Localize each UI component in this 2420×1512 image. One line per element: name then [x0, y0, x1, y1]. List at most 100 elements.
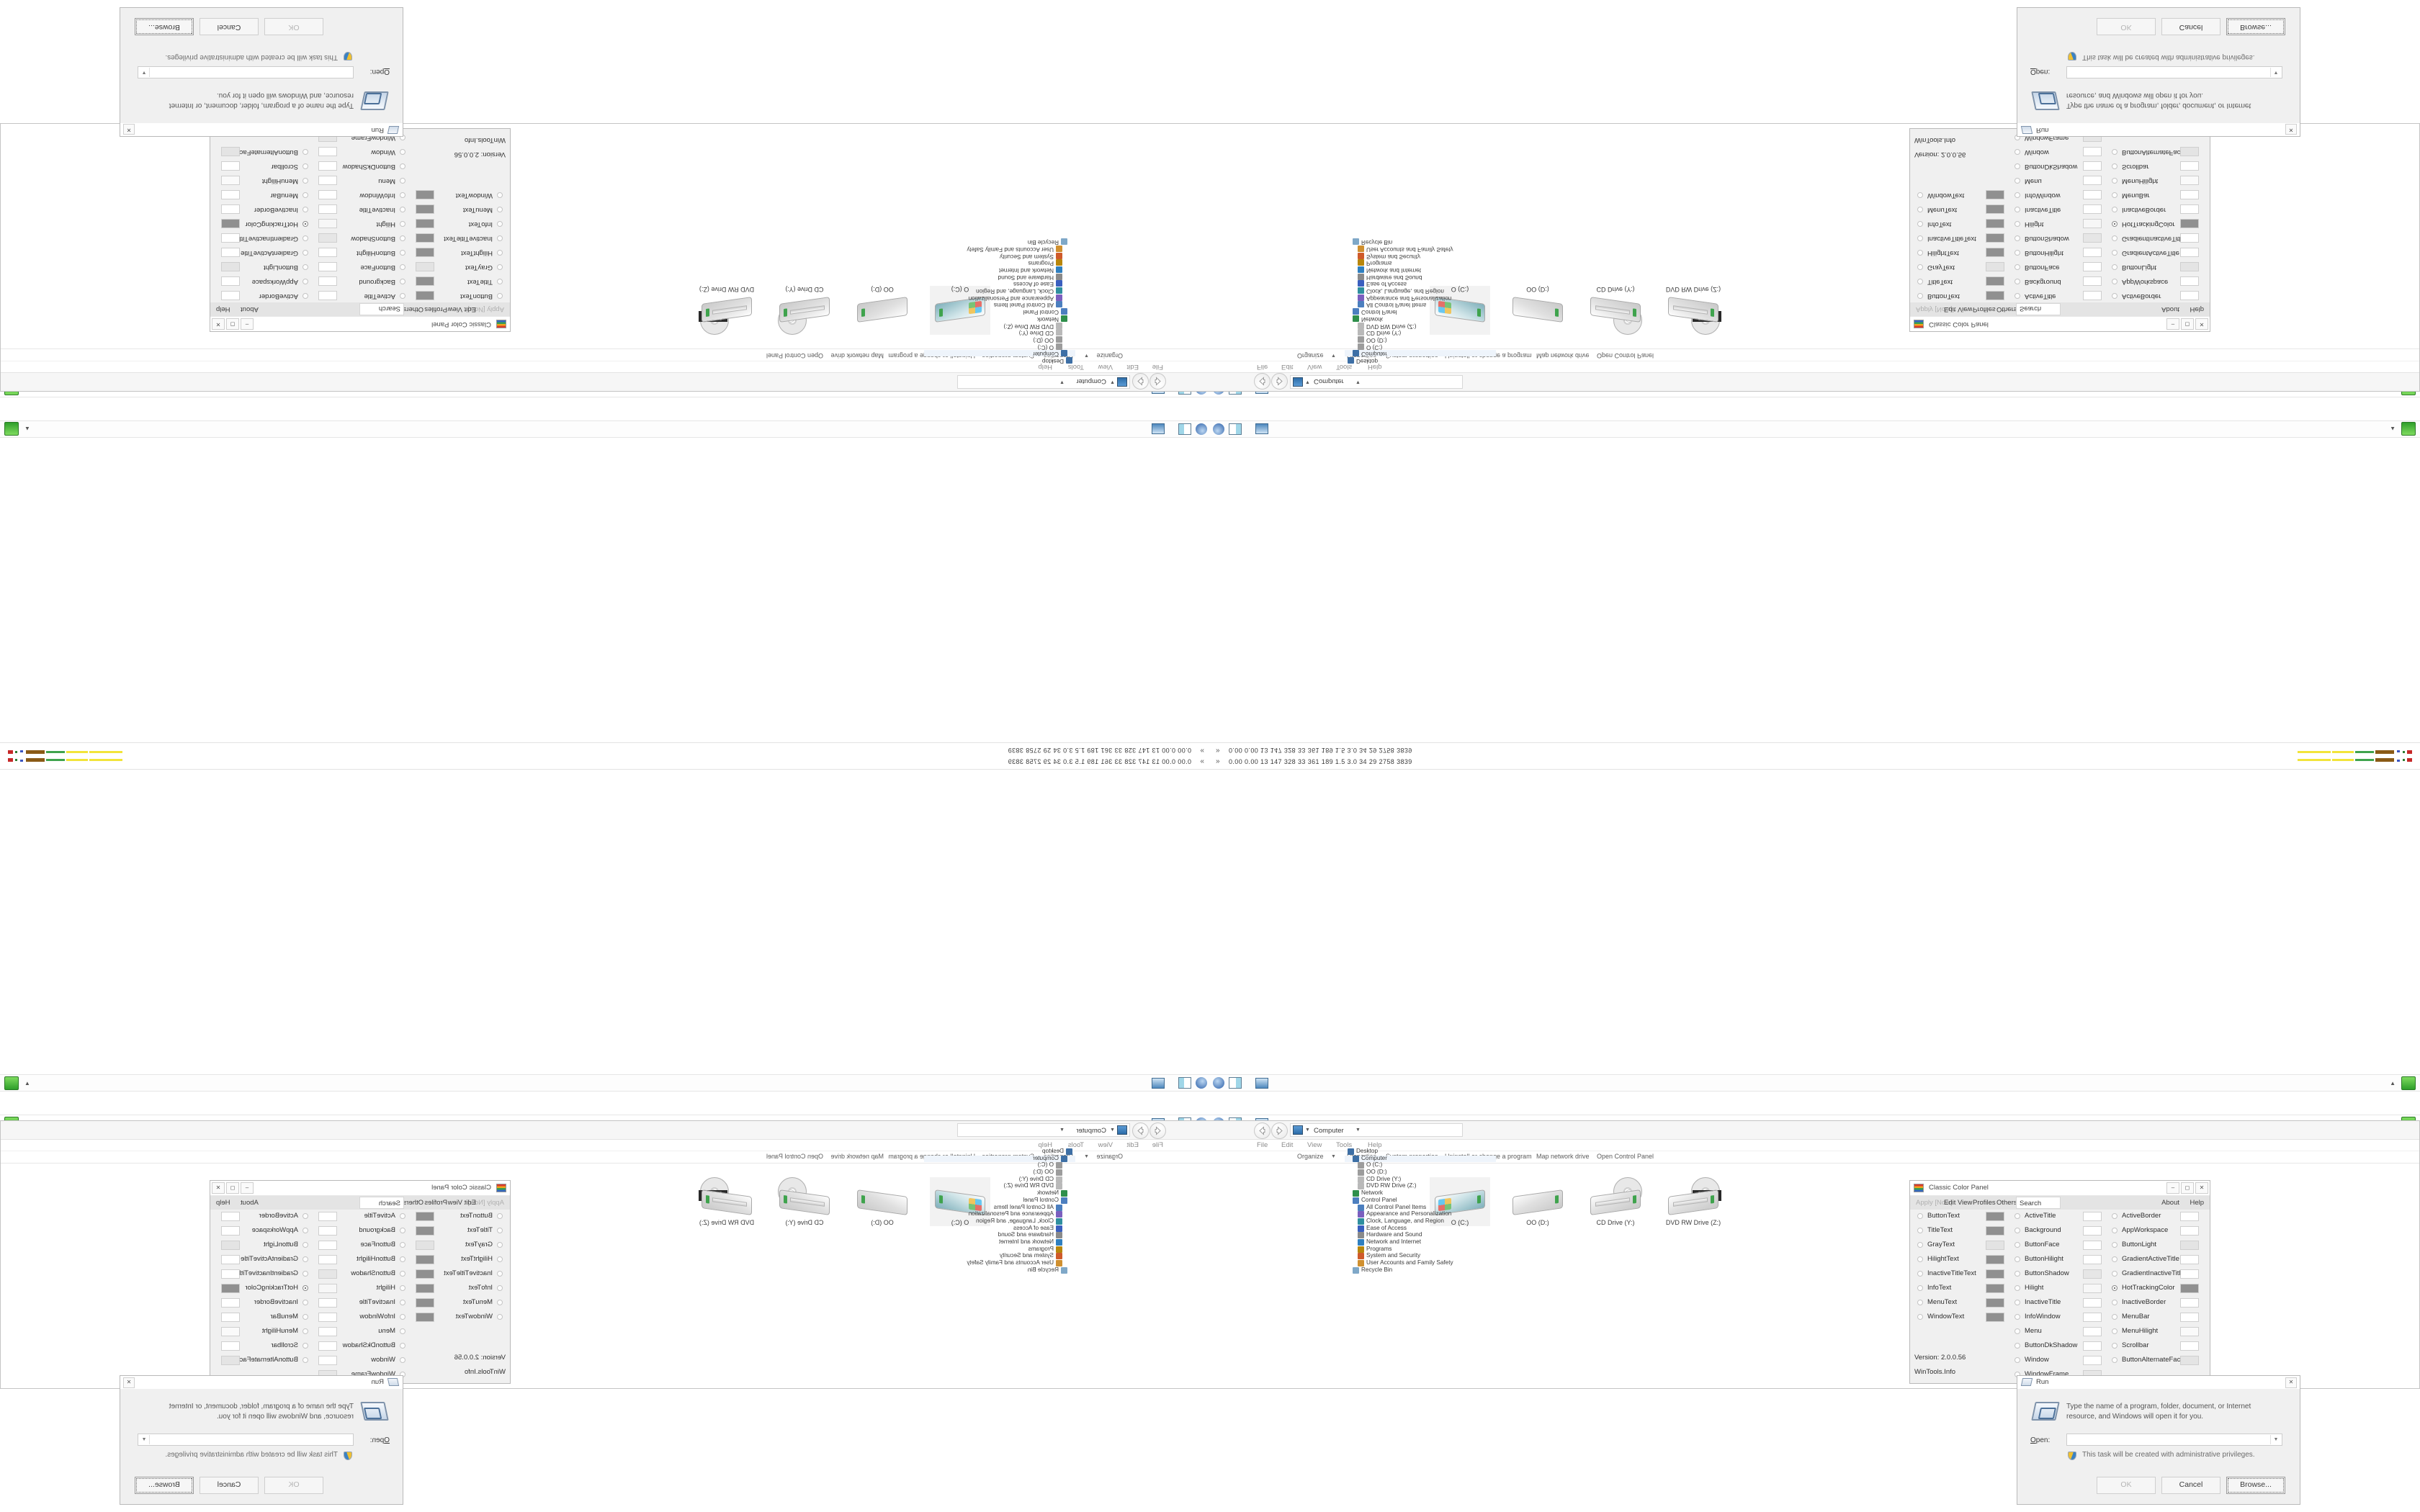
color-row[interactable]: Window [310, 144, 410, 158]
color-radio[interactable] [302, 1357, 308, 1363]
color-swatch[interactable] [318, 1269, 337, 1279]
color-swatch[interactable] [416, 262, 434, 271]
ok-button[interactable]: OK [264, 1477, 323, 1494]
color-radio[interactable] [497, 1242, 503, 1248]
color-row[interactable]: ButtonAlternateFace [2107, 1354, 2208, 1368]
sync-green-icon[interactable] [2401, 422, 2416, 436]
color-swatch[interactable] [2180, 1212, 2199, 1221]
ccp-menu-bar[interactable]: Apply [Now] Edit View Profiles Others Se… [1910, 1196, 2210, 1210]
color-row[interactable]: Hilight [2010, 1282, 2110, 1296]
color-swatch[interactable] [221, 1241, 240, 1250]
color-radio[interactable] [497, 1228, 503, 1233]
address-bar[interactable]: ▼ Computer ▼ [1290, 375, 1463, 389]
show-hidden-icons-chevron[interactable] [1246, 1076, 1255, 1090]
color-swatch[interactable] [318, 161, 337, 171]
color-radio[interactable] [2112, 279, 2118, 284]
color-radio[interactable] [2112, 1285, 2118, 1291]
color-radio[interactable] [400, 293, 405, 299]
color-radio[interactable] [400, 192, 405, 198]
color-radio[interactable] [497, 221, 503, 227]
color-radio[interactable] [400, 178, 405, 184]
color-swatch[interactable] [416, 233, 434, 243]
browse-button[interactable]: Browse... [2226, 18, 2285, 35]
menu-apply-now[interactable]: Apply [Now] [1916, 1199, 1953, 1207]
color-swatch[interactable] [2083, 1327, 2102, 1336]
color-radio[interactable] [1917, 264, 1923, 270]
close-icon[interactable]: ✕ [2285, 1377, 2297, 1388]
tree-item[interactable]: DVD RW Drive (Z:) [1345, 1182, 1496, 1190]
color-radio[interactable] [1917, 1213, 1923, 1219]
color-swatch[interactable] [1986, 262, 2004, 271]
color-row[interactable]: ButtonHilight [310, 245, 410, 259]
color-radio[interactable] [1917, 235, 1923, 241]
color-row[interactable]: ActiveTitle [2010, 288, 2110, 302]
toolbar-open-control-panel[interactable]: Open Control Panel [766, 1153, 823, 1160]
color-radio[interactable] [497, 1300, 503, 1305]
color-swatch[interactable] [1986, 276, 2004, 286]
menu-file[interactable]: File [1152, 1141, 1163, 1149]
toolbar-map-network-drive[interactable]: Map network drive [1536, 352, 1590, 359]
run-open-input[interactable]: ▼ [138, 1434, 354, 1446]
color-row[interactable]: InactiveTitleText [1913, 1267, 2013, 1282]
upper-taskbar-strip[interactable]: ▲ [1210, 1074, 2420, 1092]
tree-item[interactable]: OO (D:) [1345, 336, 1496, 343]
color-row[interactable]: HilightText [1913, 245, 2013, 259]
organize-caret-icon[interactable]: ▼ [1331, 1154, 1336, 1159]
color-radio[interactable] [302, 192, 308, 198]
info-circle-icon[interactable] [1213, 423, 1224, 435]
run-open-input[interactable]: ▼ [2066, 66, 2282, 78]
color-row[interactable]: Background [2010, 1224, 2110, 1238]
menu-others[interactable]: Others [1996, 1199, 2017, 1207]
color-swatch[interactable] [221, 1298, 240, 1308]
color-radio[interactable] [1917, 1242, 1923, 1248]
tree-item[interactable]: All Control Panel Items [924, 301, 1075, 309]
color-swatch[interactable] [318, 1241, 337, 1250]
color-swatch[interactable] [1986, 219, 2004, 228]
toolbar-map-network-drive[interactable]: Map network drive [830, 352, 884, 359]
color-swatch[interactable] [2180, 1269, 2199, 1279]
color-radio[interactable] [1917, 1300, 1923, 1305]
status-chevron-icon[interactable]: » [1216, 747, 1220, 755]
color-radio[interactable] [302, 250, 308, 256]
color-radio[interactable] [2015, 1314, 2020, 1320]
tree-item[interactable]: DVD RW Drive (Z:) [924, 322, 1075, 330]
color-row[interactable]: ButtonHilight [310, 1253, 410, 1267]
color-radio[interactable] [2015, 250, 2020, 256]
color-row[interactable]: InactiveBorder [212, 202, 313, 216]
tree-item[interactable]: Recycle Bin [924, 1266, 1075, 1274]
run-title-bar[interactable]: Run ✕ [2017, 1376, 2300, 1389]
menu-edit[interactable]: Edit [1126, 1141, 1139, 1149]
color-row[interactable]: WindowText [407, 1310, 507, 1325]
color-swatch[interactable] [2083, 1341, 2102, 1351]
color-row[interactable]: Hilight [310, 216, 410, 230]
tree-item[interactable]: Ease of Access [1345, 1225, 1496, 1233]
color-row[interactable]: Scrollbar [2107, 1339, 2208, 1354]
color-swatch[interactable] [2083, 1269, 2102, 1279]
tree-item[interactable]: User Accounts and Family Safety [1345, 245, 1496, 253]
color-swatch[interactable] [1986, 291, 2004, 300]
drive-item[interactable]: OO (D:) [1507, 1177, 1568, 1226]
toolbar-open-control-panel[interactable]: Open Control Panel [1597, 352, 1654, 359]
color-radio[interactable] [497, 293, 503, 299]
color-radio[interactable] [2112, 1256, 2118, 1262]
color-radio[interactable] [1917, 250, 1923, 256]
tree-item[interactable]: Recycle Bin [1345, 238, 1496, 246]
color-row[interactable]: Hilight [2010, 216, 2110, 230]
forward-button[interactable] [1132, 1122, 1149, 1139]
color-row[interactable]: MenuBar [2107, 187, 2208, 202]
color-swatch[interactable] [1986, 1241, 2004, 1250]
color-row[interactable]: HotTrackingColor [2107, 216, 2208, 230]
color-radio[interactable] [400, 235, 405, 241]
color-radio[interactable] [2112, 235, 2118, 241]
search-input[interactable]: Search [2016, 303, 2061, 315]
navigation-tree[interactable]: Desktop Computer O (C:) OO (D:) CD Drive (Y:… [924, 1148, 1075, 1274]
color-radio[interactable] [2112, 1228, 2118, 1233]
color-radio[interactable] [497, 250, 503, 256]
run-button-row[interactable]: OK Cancel Browse... [135, 1477, 323, 1494]
toolbar-organize[interactable]: Organize [1297, 352, 1324, 359]
color-row[interactable]: ButtonLight [212, 1238, 313, 1253]
address-bar[interactable]: ▼ Computer ▼ [957, 375, 1130, 389]
browse-button[interactable]: Browse... [2226, 1477, 2285, 1494]
upper-tray[interactable]: ▲ [2390, 422, 2416, 436]
info-circle-icon[interactable] [1196, 1077, 1207, 1089]
